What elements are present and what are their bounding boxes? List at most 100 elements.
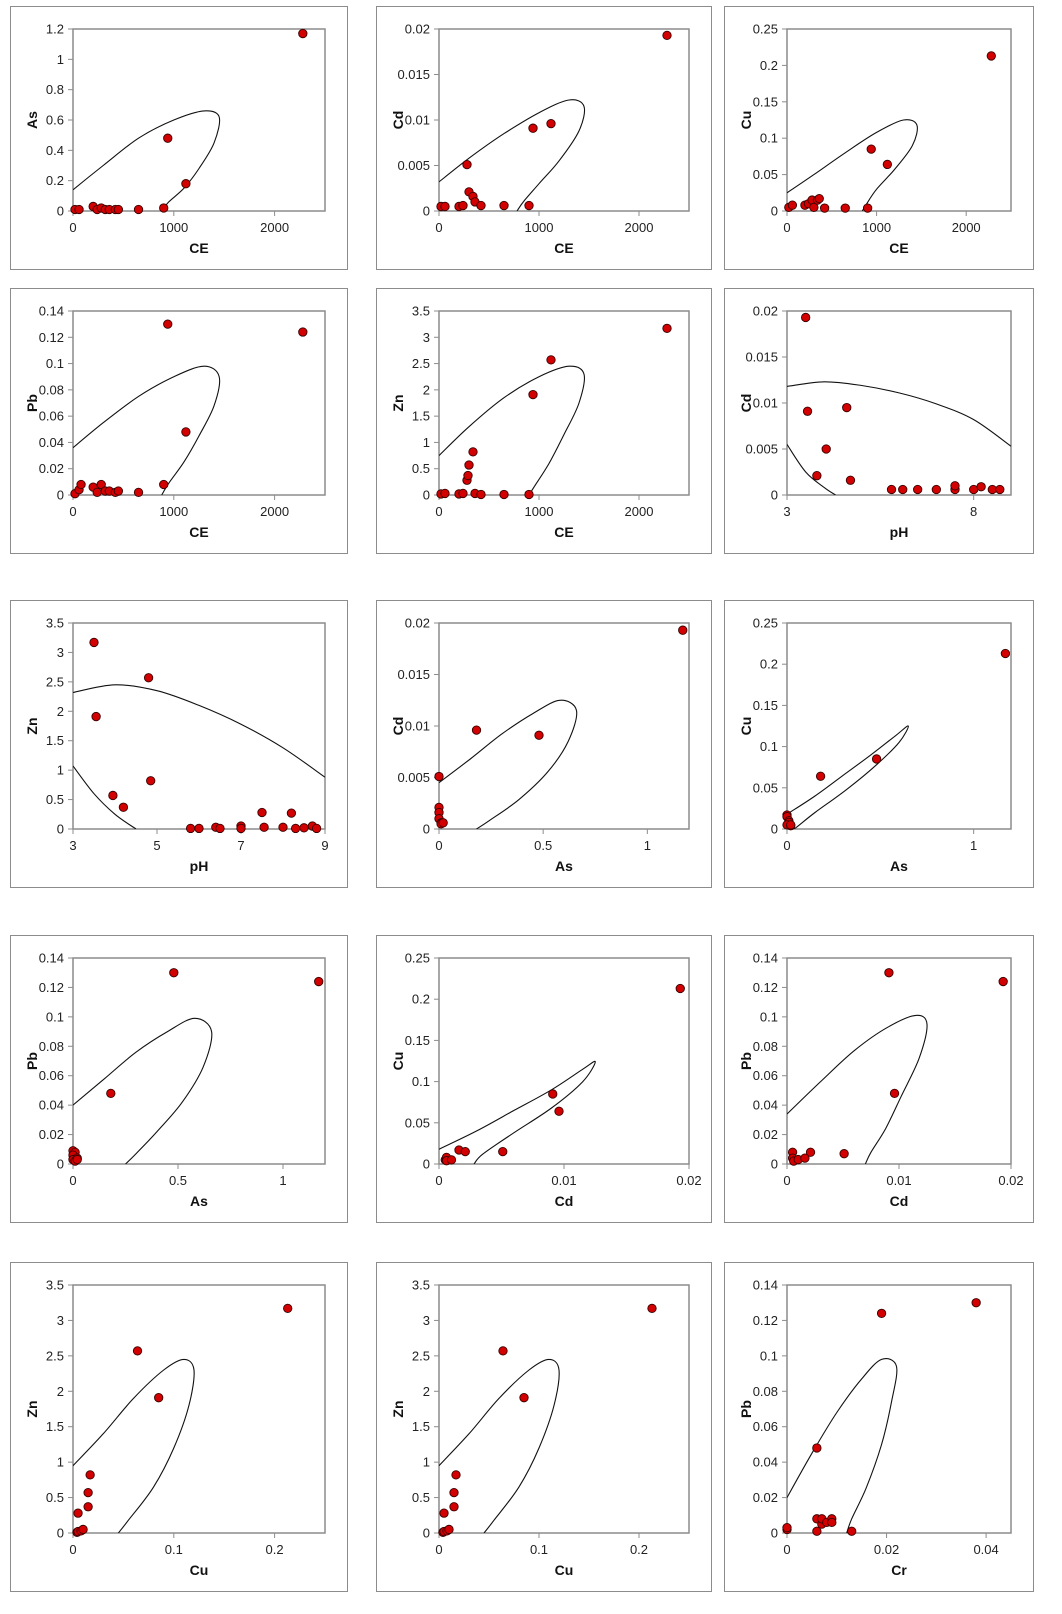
x-axis-label: CE bbox=[189, 524, 208, 540]
data-point bbox=[498, 1146, 508, 1157]
y-tick-label: 0.12 bbox=[753, 980, 778, 995]
data-point bbox=[971, 1298, 981, 1308]
x-tick-label: 0.02 bbox=[874, 1542, 899, 1557]
data-point bbox=[106, 1088, 116, 1099]
scatter-svg: 0 0.5 1 1.5 2 2.5 3 3.5 0 0.1 0.2 Cu Zn bbox=[390, 1278, 690, 1578]
y-tick-label: 0.015 bbox=[745, 350, 778, 365]
data-point bbox=[298, 28, 308, 39]
data-point bbox=[259, 822, 269, 832]
y-tick-label: 0 bbox=[57, 1157, 64, 1172]
y-tick-label: 0.1 bbox=[760, 131, 778, 146]
y-tick-label: 0.02 bbox=[405, 616, 430, 631]
y-axis-label: As bbox=[24, 111, 40, 129]
y-tick-label: 0.02 bbox=[39, 461, 64, 476]
data-point bbox=[812, 471, 822, 481]
y-tick-label: 0.2 bbox=[412, 992, 430, 1007]
data-point bbox=[840, 203, 850, 213]
data-point bbox=[76, 479, 86, 490]
data-point bbox=[181, 179, 191, 189]
data-point bbox=[528, 389, 538, 400]
data-point bbox=[995, 484, 1005, 495]
data-point bbox=[950, 481, 960, 491]
data-point bbox=[471, 725, 482, 735]
data-point bbox=[871, 754, 882, 764]
data-point bbox=[169, 968, 179, 978]
y-tick-label: 3.5 bbox=[412, 1278, 430, 1293]
data-point bbox=[108, 790, 118, 801]
y-tick-label: 0.005 bbox=[397, 158, 430, 173]
data-point bbox=[194, 823, 204, 834]
data-point bbox=[814, 193, 824, 204]
y-tick-label: 0.5 bbox=[412, 1490, 430, 1505]
y-axis-label: Cd bbox=[390, 111, 406, 130]
y-tick-label: 0.02 bbox=[405, 22, 430, 37]
data-point bbox=[438, 818, 448, 828]
x-tick-label: 0.02 bbox=[676, 1173, 701, 1188]
x-tick-label: 0 bbox=[783, 1542, 790, 1557]
data-point bbox=[802, 406, 813, 416]
y-tick-label: 1 bbox=[57, 763, 64, 778]
scatter-panel-zn-vs-ce: 0 0.5 1 1.5 2 2.5 3 3.5 0 1000 2000 CE Zn bbox=[376, 288, 712, 554]
confidence-ellipse bbox=[439, 365, 585, 495]
y-tick-label: 0 bbox=[423, 1157, 430, 1172]
data-point bbox=[800, 1153, 810, 1163]
x-tick-label: 0.2 bbox=[630, 1542, 648, 1557]
y-tick-label: 0.04 bbox=[753, 1098, 778, 1113]
y-axis-label: Pb bbox=[738, 1052, 754, 1070]
data-point bbox=[782, 1523, 792, 1533]
x-tick-label: 9 bbox=[321, 838, 328, 853]
data-point bbox=[91, 711, 101, 722]
data-point bbox=[236, 823, 246, 834]
scatter-panel-zn-vs-ph: 0 0.5 1 1.5 2 2.5 3 3.5 3 5 7 9 pH Zn bbox=[10, 600, 348, 888]
data-point bbox=[451, 1470, 461, 1480]
y-tick-label: 0.15 bbox=[753, 94, 778, 109]
confidence-ellipse bbox=[439, 99, 586, 211]
data-point bbox=[446, 1155, 457, 1165]
data-point bbox=[519, 1393, 529, 1403]
data-point bbox=[314, 976, 324, 987]
x-tick-label: 0 bbox=[783, 220, 790, 235]
y-axis-label: Zn bbox=[390, 394, 406, 411]
data-point bbox=[458, 200, 468, 211]
confidence-ellipse bbox=[439, 1060, 596, 1164]
y-tick-label: 0.2 bbox=[760, 58, 778, 73]
y-axis-label: Zn bbox=[390, 1400, 406, 1417]
y-tick-label: 0.06 bbox=[753, 1419, 778, 1434]
data-point bbox=[299, 823, 309, 833]
x-axis-label: Cd bbox=[555, 1193, 574, 1209]
y-tick-label: 3.5 bbox=[46, 1278, 64, 1293]
data-point bbox=[845, 475, 856, 485]
data-point bbox=[89, 637, 99, 648]
x-axis-label: pH bbox=[190, 858, 209, 874]
scatter-panel-cu-vs-as: 0 0.05 0.1 0.15 0.2 0.25 0 1 As Cu bbox=[724, 600, 1034, 888]
x-axis-label: As bbox=[190, 1193, 208, 1209]
x-tick-label: 0 bbox=[435, 1173, 442, 1188]
y-tick-label: 0.05 bbox=[753, 167, 778, 182]
data-point bbox=[812, 1526, 822, 1536]
data-point bbox=[662, 30, 672, 41]
scatter-svg: 0 0.005 0.01 0.015 0.02 3 8 pH Cd bbox=[738, 304, 1012, 540]
data-point bbox=[85, 1470, 95, 1480]
y-tick-label: 0.12 bbox=[39, 330, 64, 345]
y-tick-label: 2 bbox=[57, 1384, 64, 1399]
confidence-ellipse bbox=[73, 1017, 213, 1164]
data-point bbox=[462, 159, 472, 170]
x-tick-label: 1 bbox=[279, 1173, 286, 1188]
scatter-panel-cu-vs-cd: 0 0.05 0.1 0.15 0.2 0.25 0 0.01 0.02 Cd Cu bbox=[376, 935, 712, 1223]
x-tick-label: 1 bbox=[644, 838, 651, 853]
data-point bbox=[159, 203, 169, 213]
plot-area-frame bbox=[72, 310, 326, 496]
plot-area-frame bbox=[786, 957, 1012, 1165]
y-tick-label: 0.005 bbox=[397, 770, 430, 785]
data-point bbox=[819, 203, 830, 213]
data-point bbox=[468, 447, 478, 457]
y-axis-label: Cd bbox=[738, 394, 754, 413]
x-tick-label: 0 bbox=[435, 1542, 442, 1557]
y-tick-label: 0.12 bbox=[39, 980, 64, 995]
data-point bbox=[524, 489, 534, 500]
data-point bbox=[862, 203, 873, 213]
x-axis-label: Cu bbox=[190, 1562, 209, 1578]
x-tick-label: 0.1 bbox=[530, 1542, 548, 1557]
y-tick-label: 0.15 bbox=[753, 698, 778, 713]
confidence-ellipse bbox=[73, 1358, 195, 1533]
